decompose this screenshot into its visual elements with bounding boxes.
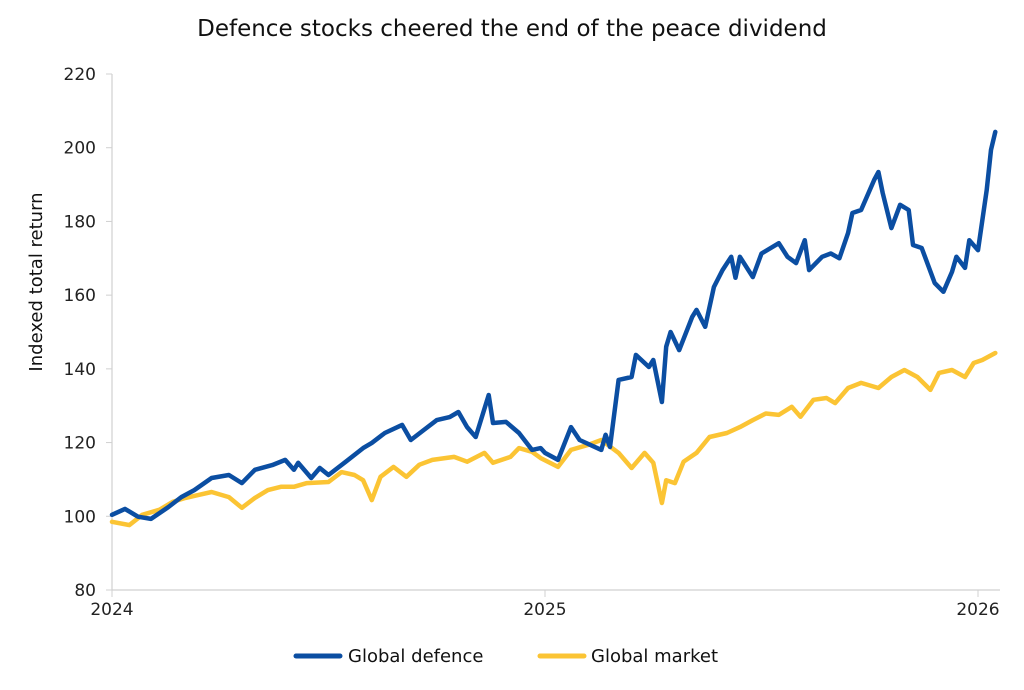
x-tick-label: 2024 [90, 600, 133, 620]
y-axis-label: Indexed total return [26, 192, 47, 371]
y-tick-label: 100 [64, 507, 96, 527]
x-tick-label: 2025 [523, 600, 566, 620]
y-tick-label: 140 [64, 360, 96, 380]
x-tick-label: 2026 [956, 600, 999, 620]
y-tick-label: 160 [64, 286, 96, 306]
y-tick-label: 120 [64, 434, 96, 454]
y-tick-label: 220 [64, 65, 96, 85]
series-line-global-market [109, 350, 998, 528]
y-tick-label: 200 [64, 139, 96, 159]
chart-title: Defence stocks cheered the end of the pe… [197, 16, 827, 42]
y-tick-label: 80 [74, 581, 96, 601]
legend: Global defence Global market [293, 646, 718, 667]
y-tick-label: 180 [64, 212, 96, 232]
legend-label-global-defence: Global defence [348, 646, 483, 667]
legend-label-global-market: Global market [591, 646, 718, 667]
series-line-global-defence [109, 129, 998, 522]
